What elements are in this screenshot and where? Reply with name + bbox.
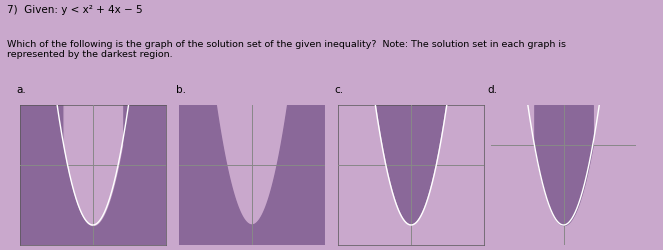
Text: a.: a.	[17, 85, 27, 95]
Text: d.: d.	[487, 85, 497, 95]
Text: b.: b.	[176, 85, 186, 95]
Text: 7)  Given: y < x² + 4x − 5: 7) Given: y < x² + 4x − 5	[7, 5, 143, 15]
Text: c.: c.	[335, 85, 344, 95]
Text: Which of the following is the graph of the solution set of the given inequality?: Which of the following is the graph of t…	[7, 40, 566, 60]
